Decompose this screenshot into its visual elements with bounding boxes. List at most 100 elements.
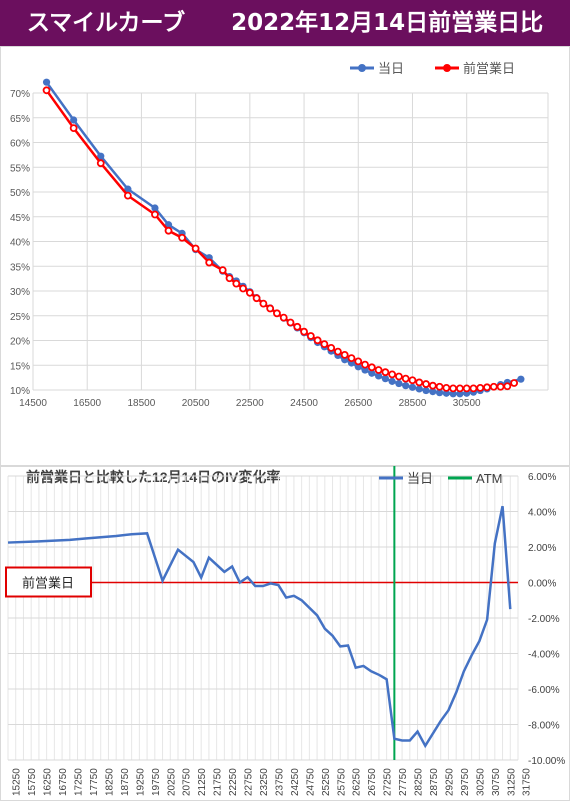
data-point xyxy=(469,384,478,393)
data-point xyxy=(408,383,417,391)
x-tick-label: 28500 xyxy=(399,398,427,409)
x-tick-label: 24750 xyxy=(305,768,316,796)
x-tick-label: 22250 xyxy=(228,768,239,796)
smile-curve-chart: 14500 16500 18500 20500 22500 24500 26500 28500… xyxy=(0,46,570,466)
data-point xyxy=(300,327,308,336)
x-tick-label: 17250 xyxy=(74,768,85,796)
data-point xyxy=(456,384,464,393)
data-point xyxy=(245,288,254,297)
reference-label-box xyxy=(5,566,92,598)
x-tick-label: 15750 xyxy=(27,768,38,796)
y-tick-label: 10% xyxy=(10,386,30,397)
data-point xyxy=(503,382,512,391)
x-tick-label: 29250 xyxy=(444,768,455,796)
y-tick-label: -4.00% xyxy=(528,650,560,661)
chart-border xyxy=(0,46,570,466)
data-point xyxy=(456,390,464,398)
data-point xyxy=(510,379,519,387)
data-point xyxy=(361,360,369,369)
data-point xyxy=(266,304,275,313)
x-tick-label: 22750 xyxy=(244,768,255,796)
data-point xyxy=(428,381,437,390)
y-tick-label: 30% xyxy=(10,287,30,298)
x-tick-label: 16750 xyxy=(58,768,69,796)
y-tick-label: 2.00% xyxy=(528,543,556,554)
x-tick-label: 19250 xyxy=(135,768,146,796)
data-point xyxy=(164,221,173,229)
x-tick-label: 19750 xyxy=(151,768,162,796)
data-point xyxy=(286,318,295,327)
data-point xyxy=(151,210,159,219)
data-point xyxy=(374,372,383,380)
x-tick-label: 30500 xyxy=(453,398,481,409)
x-tick-label: 18750 xyxy=(120,768,131,796)
x-tick-label: 21250 xyxy=(197,768,208,796)
data-point xyxy=(367,363,376,372)
x-tick-label: 18500 xyxy=(128,398,156,409)
x-tick-label: 26500 xyxy=(344,398,372,409)
series-line xyxy=(7,505,512,749)
x-tick-label: 16500 xyxy=(73,398,101,409)
data-point xyxy=(422,380,430,388)
y-tick-label: -6.00% xyxy=(528,685,560,696)
y-tick-label: -2.00% xyxy=(528,614,560,625)
y-tick-label: 40% xyxy=(10,238,30,249)
data-point xyxy=(327,343,336,352)
data-point xyxy=(273,309,281,318)
x-tick-label: 20500 xyxy=(182,398,210,409)
data-point xyxy=(334,347,342,356)
x-tick-label: 25750 xyxy=(336,768,347,796)
y-tick-label: 55% xyxy=(10,163,30,174)
data-point xyxy=(435,382,444,391)
x-tick-label: 24500 xyxy=(290,398,318,409)
data-point xyxy=(374,366,383,374)
data-point xyxy=(313,336,322,345)
y-tick-label: 35% xyxy=(10,262,30,273)
legend-label: 当日 xyxy=(407,471,433,486)
x-tick-label: 25250 xyxy=(321,768,332,796)
chart-border xyxy=(0,466,570,801)
x-tick-label: 28250 xyxy=(414,768,425,796)
title-banner xyxy=(0,0,570,46)
data-point xyxy=(402,382,410,390)
y-tick-label: 60% xyxy=(10,139,30,150)
x-tick-label: 28750 xyxy=(429,768,440,796)
x-tick-label: 23750 xyxy=(274,768,285,796)
y-tick-label: 4.00% xyxy=(528,508,556,519)
y-tick-label: 15% xyxy=(10,361,30,372)
x-tick-label: 15250 xyxy=(12,768,23,796)
data-point xyxy=(381,375,389,383)
chart-title: 前営業日と比較した12月14日のIV変化率 xyxy=(26,469,280,485)
data-point xyxy=(191,244,200,253)
x-tick-label: 31750 xyxy=(522,768,533,796)
x-tick-label: 20250 xyxy=(166,768,177,796)
data-point xyxy=(408,376,417,385)
data-point xyxy=(354,363,362,371)
data-point xyxy=(164,226,173,235)
x-tick-label: 30250 xyxy=(475,768,486,796)
data-point xyxy=(429,388,437,396)
data-point xyxy=(347,354,356,363)
x-tick-label: 29750 xyxy=(460,768,471,796)
y-tick-label: -8.00% xyxy=(528,721,560,732)
legend-label: 当日 xyxy=(378,61,404,76)
y-tick-label: 45% xyxy=(10,213,30,224)
x-tick-label: 21750 xyxy=(213,768,224,796)
y-tick-label: 65% xyxy=(10,114,30,125)
data-point xyxy=(293,322,302,331)
data-point xyxy=(69,124,78,132)
data-point xyxy=(449,390,457,398)
data-point xyxy=(70,116,78,124)
data-point xyxy=(388,370,397,379)
data-point xyxy=(489,382,498,391)
data-point xyxy=(496,382,505,391)
y-tick-label: 25% xyxy=(10,312,30,323)
y-tick-label: 70% xyxy=(10,89,30,100)
data-point xyxy=(422,386,430,395)
data-point xyxy=(96,159,105,168)
data-point xyxy=(218,266,227,275)
x-tick-label: 22500 xyxy=(236,398,264,409)
x-tick-label: 31250 xyxy=(506,768,517,796)
data-point xyxy=(388,377,396,385)
data-point xyxy=(415,385,423,393)
